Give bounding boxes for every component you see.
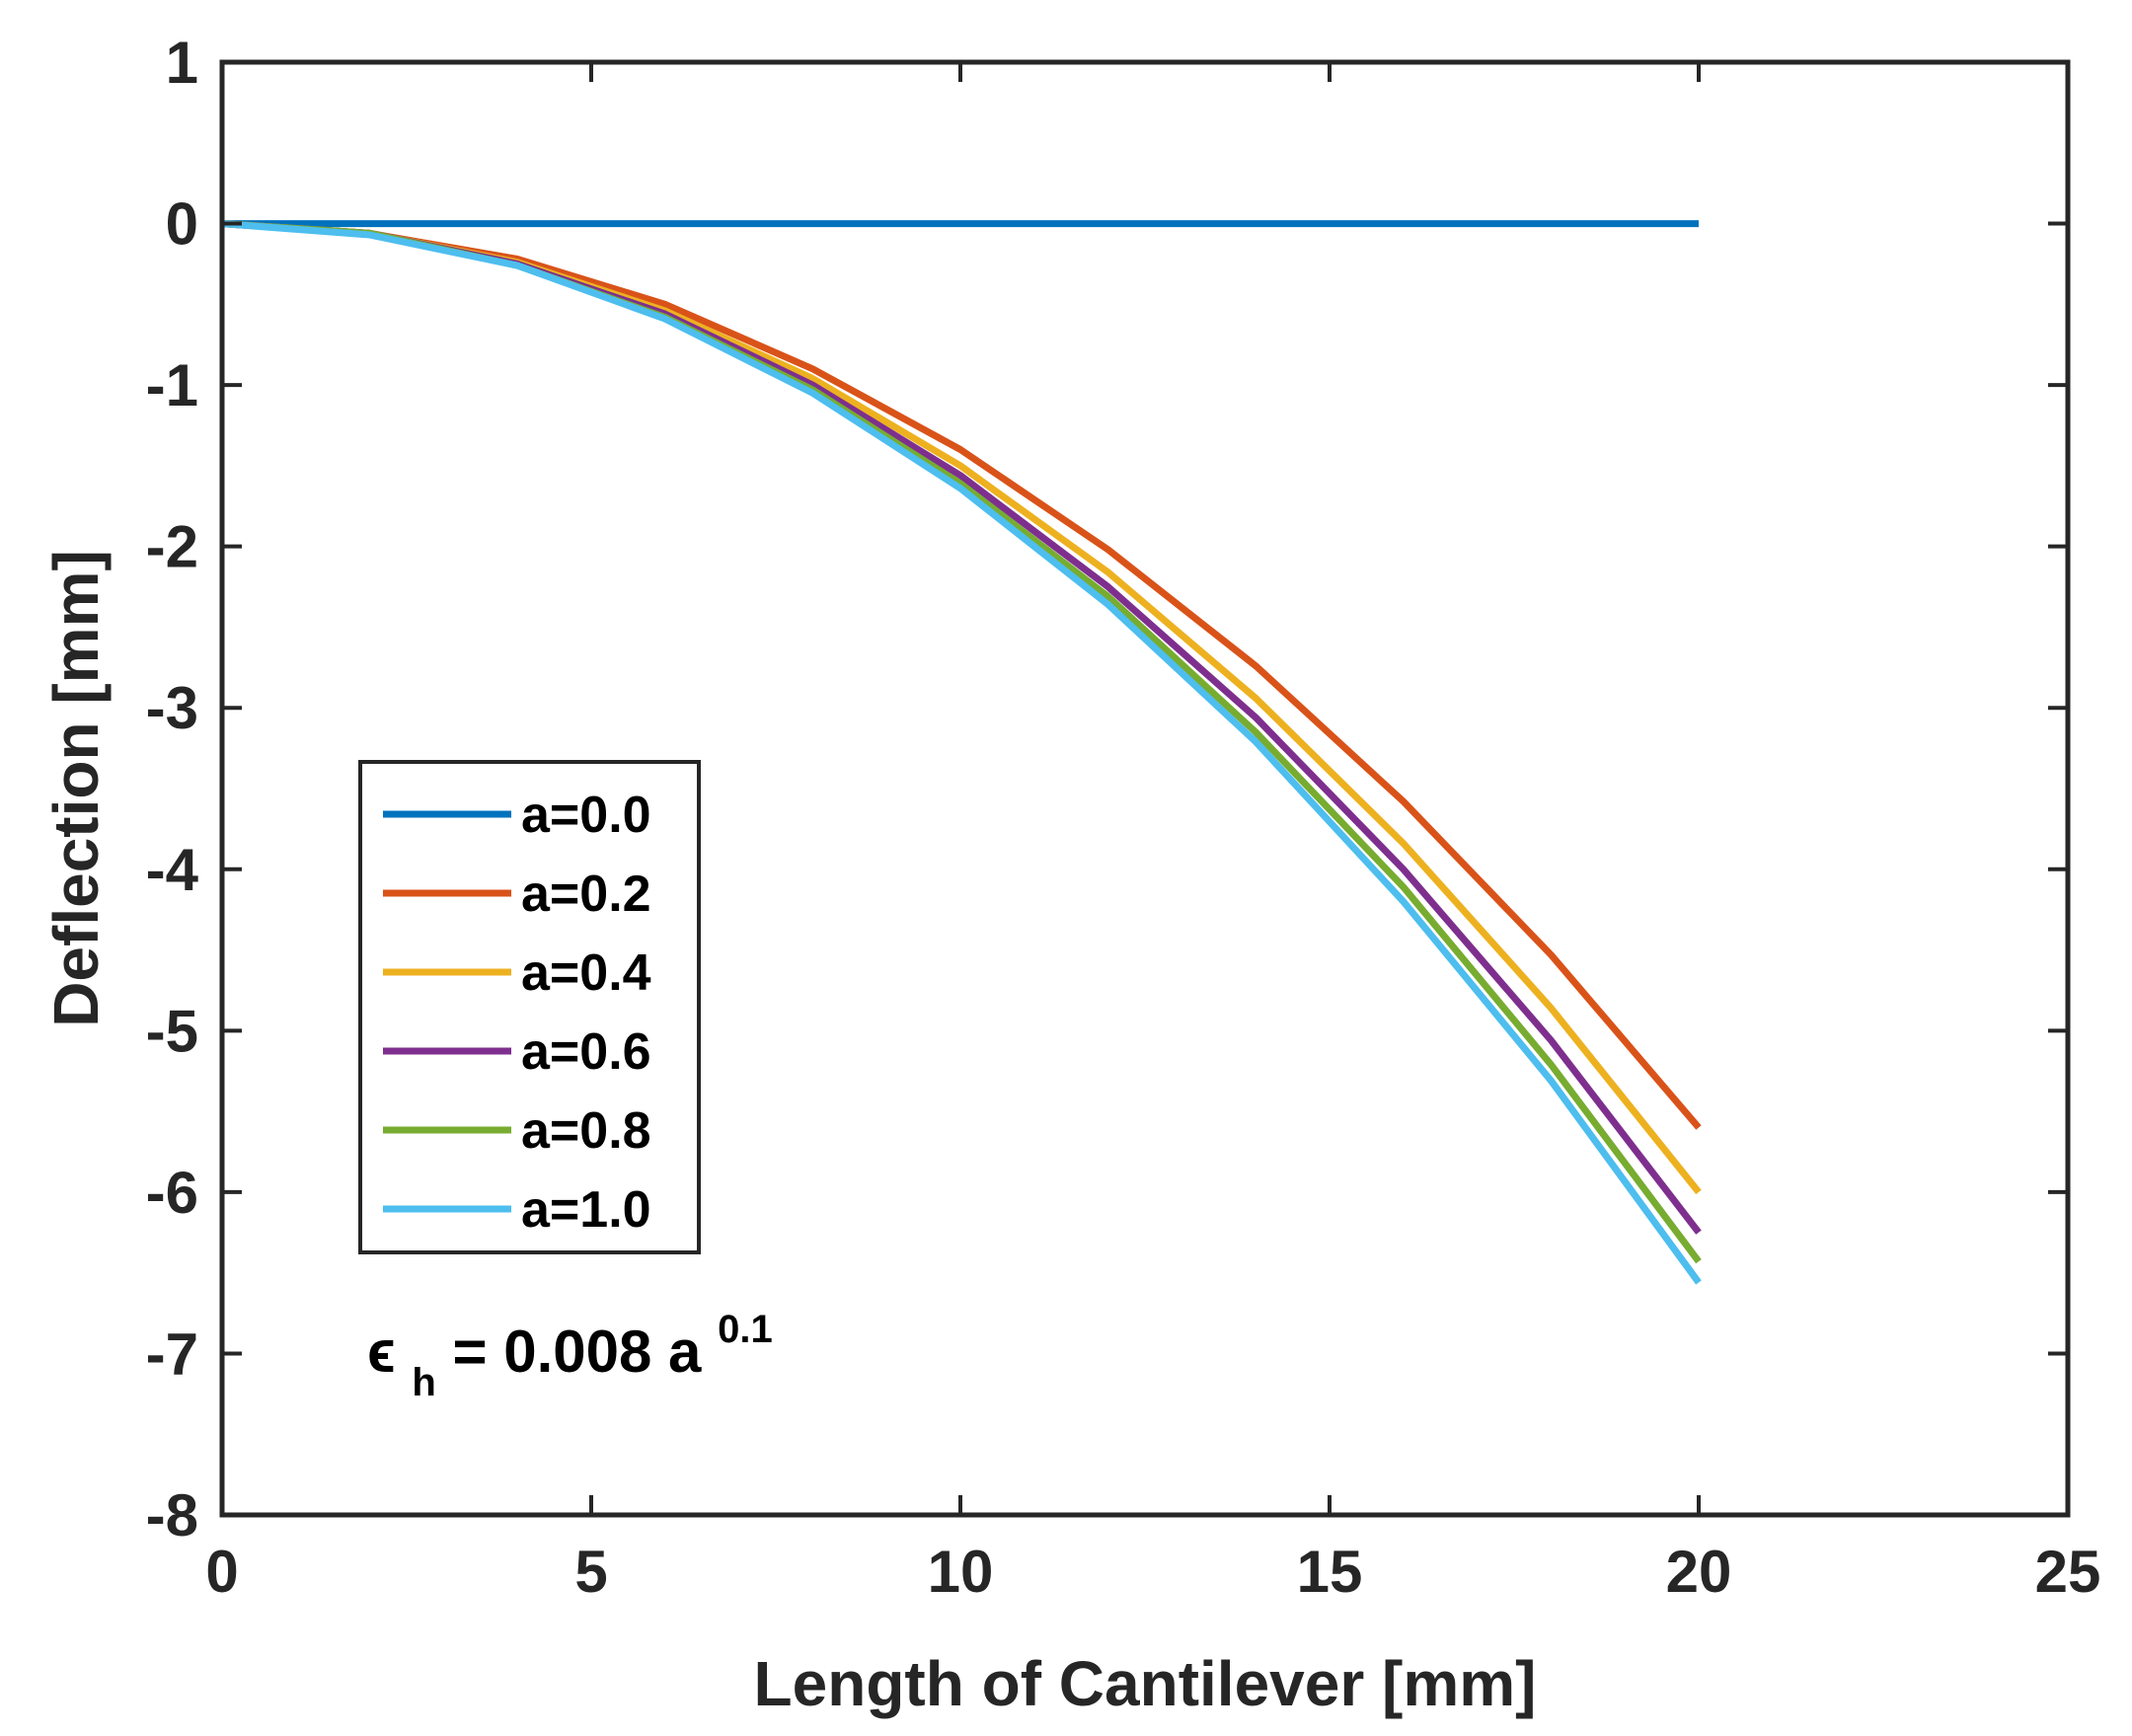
x-tick-label: 5 bbox=[574, 1539, 607, 1605]
series-lines bbox=[221, 220, 1702, 1285]
y-tick-label: 0 bbox=[166, 191, 198, 258]
y-tick-label: -7 bbox=[146, 1321, 198, 1387]
x-axis-label: Length of Cantilever [mm] bbox=[754, 1648, 1537, 1719]
legend-label: a=0.2 bbox=[521, 866, 651, 923]
legend-label: a=1.0 bbox=[521, 1181, 651, 1239]
exponent-superscript: 0.1 bbox=[718, 1308, 773, 1351]
y-tick-label: -3 bbox=[146, 675, 198, 741]
x-tick-label: 15 bbox=[1297, 1539, 1363, 1605]
x-tick-label: 0 bbox=[205, 1539, 238, 1605]
y-tick-label: -8 bbox=[146, 1482, 198, 1548]
x-tick-label: 20 bbox=[1666, 1539, 1732, 1605]
y-tick-label: -2 bbox=[146, 514, 198, 580]
legend-box bbox=[358, 760, 701, 1254]
axes-box bbox=[219, 59, 2071, 1518]
x-tick-label: 25 bbox=[2035, 1539, 2101, 1605]
legend-label: a=0.0 bbox=[521, 787, 651, 844]
y-tick-label: -4 bbox=[146, 837, 199, 903]
equation-annotation: ϵ h = 0.008 a 0.1 bbox=[367, 1308, 773, 1408]
epsilon-subscript: h bbox=[412, 1361, 435, 1404]
legend-label: a=0.4 bbox=[521, 944, 651, 1002]
y-tick-label: -5 bbox=[146, 998, 198, 1064]
y-axis-label: Deflection [mm] bbox=[40, 550, 112, 1027]
series-line-a-1-0 bbox=[221, 220, 1702, 1285]
y-tick-label: 1 bbox=[166, 30, 198, 96]
epsilon-symbol: ϵ bbox=[367, 1319, 396, 1385]
x-tick-label: 10 bbox=[928, 1539, 994, 1605]
y-tick-label: -6 bbox=[146, 1160, 198, 1226]
legend-label: a=0.6 bbox=[521, 1023, 651, 1081]
legend-label: a=0.8 bbox=[521, 1102, 651, 1160]
axis-ticks bbox=[220, 60, 2070, 1517]
equation-text: = 0.008 a bbox=[453, 1319, 703, 1385]
legend: a=0.0 a=0.2 a=0.4 a=0.6 a=0.8 a=1.0 bbox=[358, 760, 701, 1254]
y-tick-label: -1 bbox=[146, 352, 198, 418]
